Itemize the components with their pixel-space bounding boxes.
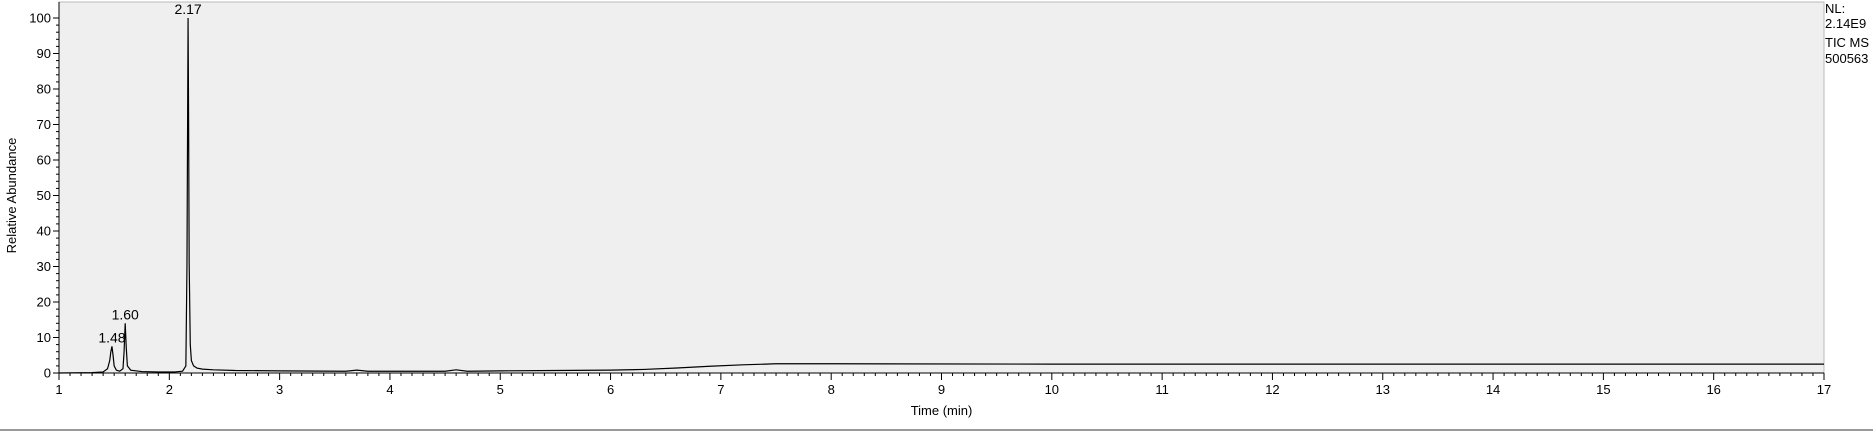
y-tick-label: 50: [37, 188, 51, 203]
y-tick-label: 70: [37, 117, 51, 132]
x-tick-label: 7: [717, 382, 724, 397]
y-tick-label: 0: [44, 366, 51, 381]
y-tick-label: 40: [37, 224, 51, 239]
file-id: 500563: [1825, 51, 1869, 66]
nl-value: 2.14E9: [1825, 16, 1867, 31]
y-tick-label: 20: [37, 295, 51, 310]
peak-labels: 1.48 1.60 2.17: [98, 1, 202, 345]
tic-trace-line: [58, 17, 1824, 374]
y-tick-label: 60: [37, 153, 51, 168]
y-tick-label: 90: [37, 46, 51, 61]
x-tick-label: 1: [55, 382, 62, 397]
x-tick-label: 4: [386, 382, 393, 397]
y-axis-title: Relative Abundance: [4, 138, 19, 254]
x-tick-label: 16: [1706, 382, 1720, 397]
x-axis-ticks: 1 2 3 4 5 6 7 8 9 10 11 12 13 14 15 16 17: [55, 373, 1831, 397]
peak-label: 1.48: [98, 329, 125, 345]
y-tick-label: 10: [37, 330, 51, 345]
x-tick-label: 6: [607, 382, 614, 397]
x-tick-label: 15: [1596, 382, 1610, 397]
x-tick-label: 12: [1265, 382, 1279, 397]
peak-label: 2.17: [174, 1, 201, 17]
x-tick-label: 9: [938, 382, 945, 397]
x-tick-label: 8: [828, 382, 835, 397]
x-tick-label: 13: [1376, 382, 1390, 397]
x-tick-label: 2: [166, 382, 173, 397]
x-tick-label: 10: [1045, 382, 1059, 397]
x-tick-label: 14: [1486, 382, 1500, 397]
x-tick-label: 17: [1817, 382, 1831, 397]
y-tick-label: 80: [37, 82, 51, 97]
plot-area: [58, 1, 1825, 374]
x-tick-label: 5: [497, 382, 504, 397]
y-axis-ticks: 0 10 20 30 40 50 60 70 80 90 100: [29, 11, 59, 381]
x-axis-title: Time (min): [911, 403, 973, 418]
x-tick-label: 3: [276, 382, 283, 397]
nl-label: NL:: [1825, 1, 1846, 16]
peak-label: 1.60: [112, 306, 139, 322]
y-tick-label: 100: [29, 11, 51, 26]
y-tick-label: 30: [37, 259, 51, 274]
scan-filter-label: TIC MS: [1825, 35, 1870, 50]
x-tick-label: 11: [1155, 382, 1169, 397]
